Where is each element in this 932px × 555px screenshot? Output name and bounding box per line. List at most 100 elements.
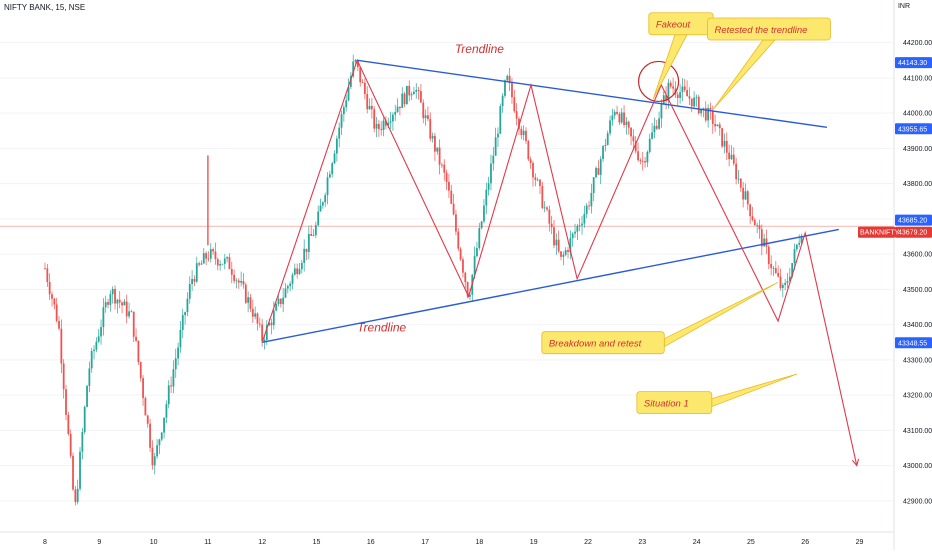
candle-body — [522, 130, 525, 136]
candle-body — [707, 107, 710, 121]
candle — [86, 385, 88, 408]
candle-body — [487, 183, 490, 190]
x-tick-label: 12 — [258, 539, 266, 546]
candle — [553, 220, 555, 249]
candle-body — [506, 75, 509, 81]
candle — [361, 79, 364, 84]
candle — [532, 160, 534, 187]
candle — [695, 94, 698, 107]
candle — [114, 285, 116, 310]
candle — [366, 86, 369, 114]
price-tag-box — [895, 57, 932, 69]
candle-body — [65, 389, 67, 415]
candle-body — [788, 276, 791, 282]
candle — [44, 262, 46, 270]
candle — [179, 320, 182, 353]
candle — [571, 232, 574, 247]
candle-body — [669, 82, 672, 87]
candle — [146, 414, 149, 428]
candle — [293, 263, 296, 276]
candle-body — [639, 160, 642, 161]
x-tick-label: 19 — [530, 539, 538, 546]
callout-pointer — [712, 39, 776, 110]
candle — [739, 177, 742, 192]
x-tick-label: 29 — [856, 539, 864, 546]
candle — [515, 103, 518, 126]
y-axis-ticks: 42900.00 43000.00 43100.00 43200.00 43300.00… — [903, 40, 932, 505]
candle-body — [613, 111, 616, 116]
y-tick-label: 43300.00 — [903, 357, 932, 364]
candle-body — [104, 302, 107, 308]
candle — [485, 182, 488, 215]
candle — [800, 233, 803, 245]
candle-body — [784, 282, 787, 285]
candle — [562, 251, 565, 266]
candle-body — [235, 280, 238, 282]
candle — [102, 298, 105, 336]
candle-body — [118, 299, 121, 303]
candle-body — [452, 203, 455, 215]
candle-body — [760, 229, 763, 247]
candle — [422, 99, 425, 124]
candle — [665, 86, 667, 110]
candle-body — [401, 93, 404, 109]
candle — [135, 328, 137, 343]
candle-body — [630, 127, 632, 137]
candle-body — [387, 122, 390, 126]
candle — [242, 273, 245, 289]
candle-body — [389, 121, 392, 123]
candle-body — [375, 123, 378, 129]
candle — [389, 111, 392, 129]
candle-body — [317, 211, 320, 226]
price-tag: 44143.30 — [895, 57, 932, 69]
candle — [431, 132, 434, 143]
candle — [193, 275, 196, 287]
candle-body — [377, 123, 380, 129]
candle — [251, 299, 254, 323]
candle-body — [770, 264, 773, 269]
candle-body — [658, 118, 660, 129]
candle-body — [128, 311, 130, 317]
candle — [548, 205, 551, 232]
candle-body — [338, 127, 341, 139]
candle — [144, 396, 147, 416]
candle-body — [216, 259, 219, 266]
candle — [300, 259, 303, 274]
candle — [613, 109, 616, 120]
candle-body — [300, 262, 303, 270]
candle-body — [618, 113, 621, 123]
candle — [686, 80, 688, 97]
candle-body — [539, 179, 541, 187]
candle-body — [693, 97, 696, 107]
candle-body — [557, 239, 560, 252]
candle — [93, 345, 95, 360]
candle-body — [625, 121, 628, 125]
candle — [641, 152, 644, 171]
candle — [564, 247, 567, 257]
candle — [487, 176, 490, 196]
candle — [756, 222, 759, 234]
candle — [314, 221, 317, 239]
y-tick-label: 43800.00 — [903, 181, 932, 188]
candle-body — [697, 96, 700, 114]
candle-body — [672, 86, 674, 89]
callout-box — [707, 17, 831, 41]
candle-body — [676, 94, 679, 98]
candle — [244, 282, 247, 305]
candle — [576, 224, 579, 240]
candle — [258, 317, 261, 328]
callout: Situation 1 — [636, 373, 798, 414]
y-tick-label: 44200.00 — [903, 40, 932, 47]
candle-body — [690, 98, 693, 107]
candle — [772, 265, 775, 276]
candle — [172, 360, 175, 394]
candle — [583, 205, 586, 228]
candle — [721, 128, 724, 149]
candle-body — [293, 268, 296, 275]
candle — [420, 84, 422, 103]
candle-body — [595, 168, 597, 178]
candle-body — [648, 138, 651, 152]
candle-body — [284, 288, 287, 298]
